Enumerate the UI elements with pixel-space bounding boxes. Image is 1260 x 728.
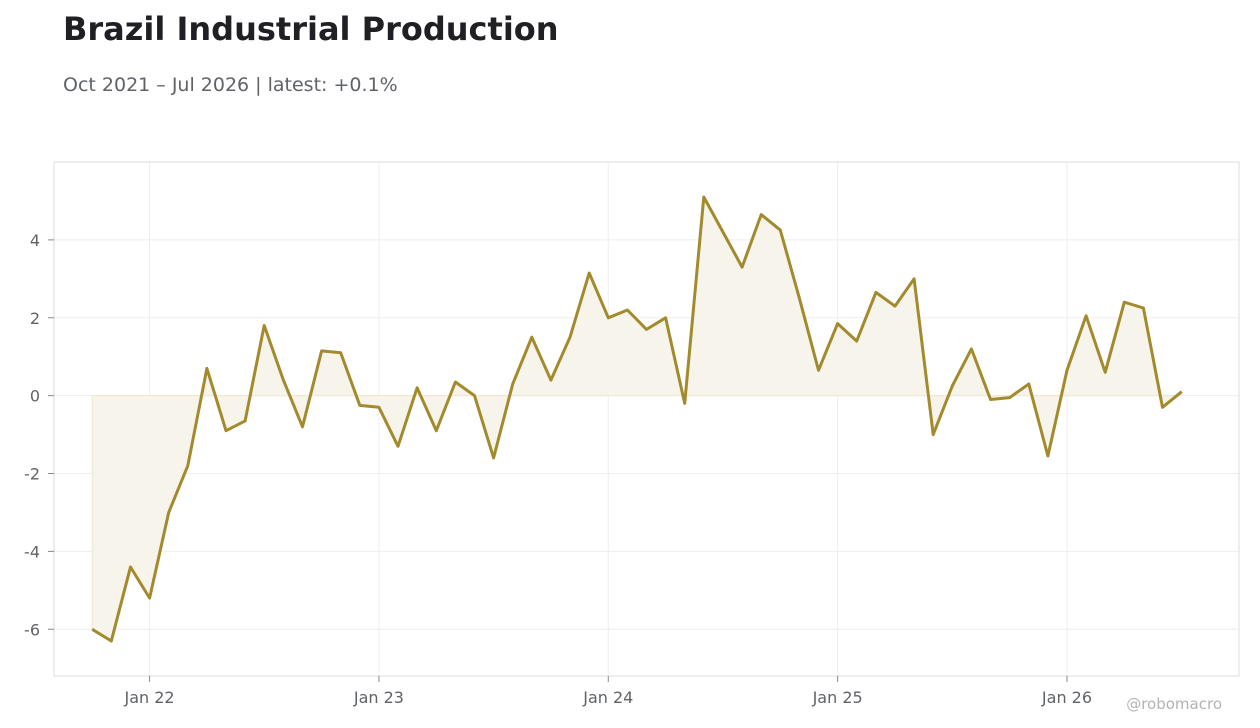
x-tick-label: Jan 25 [812, 688, 863, 707]
x-tick-label: Jan 23 [353, 688, 404, 707]
x-axis-ticks: Jan 22 Jan 23 Jan 24 Jan 25 Jan 26 [124, 676, 1092, 707]
y-tick-label: -6 [24, 620, 40, 639]
y-tick-label: 4 [30, 231, 40, 250]
series-area-fill [91, 195, 1183, 642]
x-tick-label: Jan 24 [582, 688, 633, 707]
x-tick-label: Jan 22 [124, 688, 175, 707]
y-axis-ticks: 4 2 0 -2 -4 -6 [24, 231, 54, 639]
y-tick-label: 2 [30, 309, 40, 328]
x-tick-label: Jan 26 [1041, 688, 1092, 707]
chart-title: Brazil Industrial Production [63, 10, 559, 48]
chart-subtitle: Oct 2021 – Jul 2026 | latest: +0.1% [63, 74, 398, 96]
y-tick-label: -2 [24, 465, 40, 484]
y-tick-label: 0 [30, 387, 40, 406]
series-line [91, 195, 1183, 643]
y-tick-label: -4 [24, 542, 40, 561]
plot-frame [53, 161, 1240, 677]
credit-watermark: @robomacro [1126, 695, 1222, 713]
